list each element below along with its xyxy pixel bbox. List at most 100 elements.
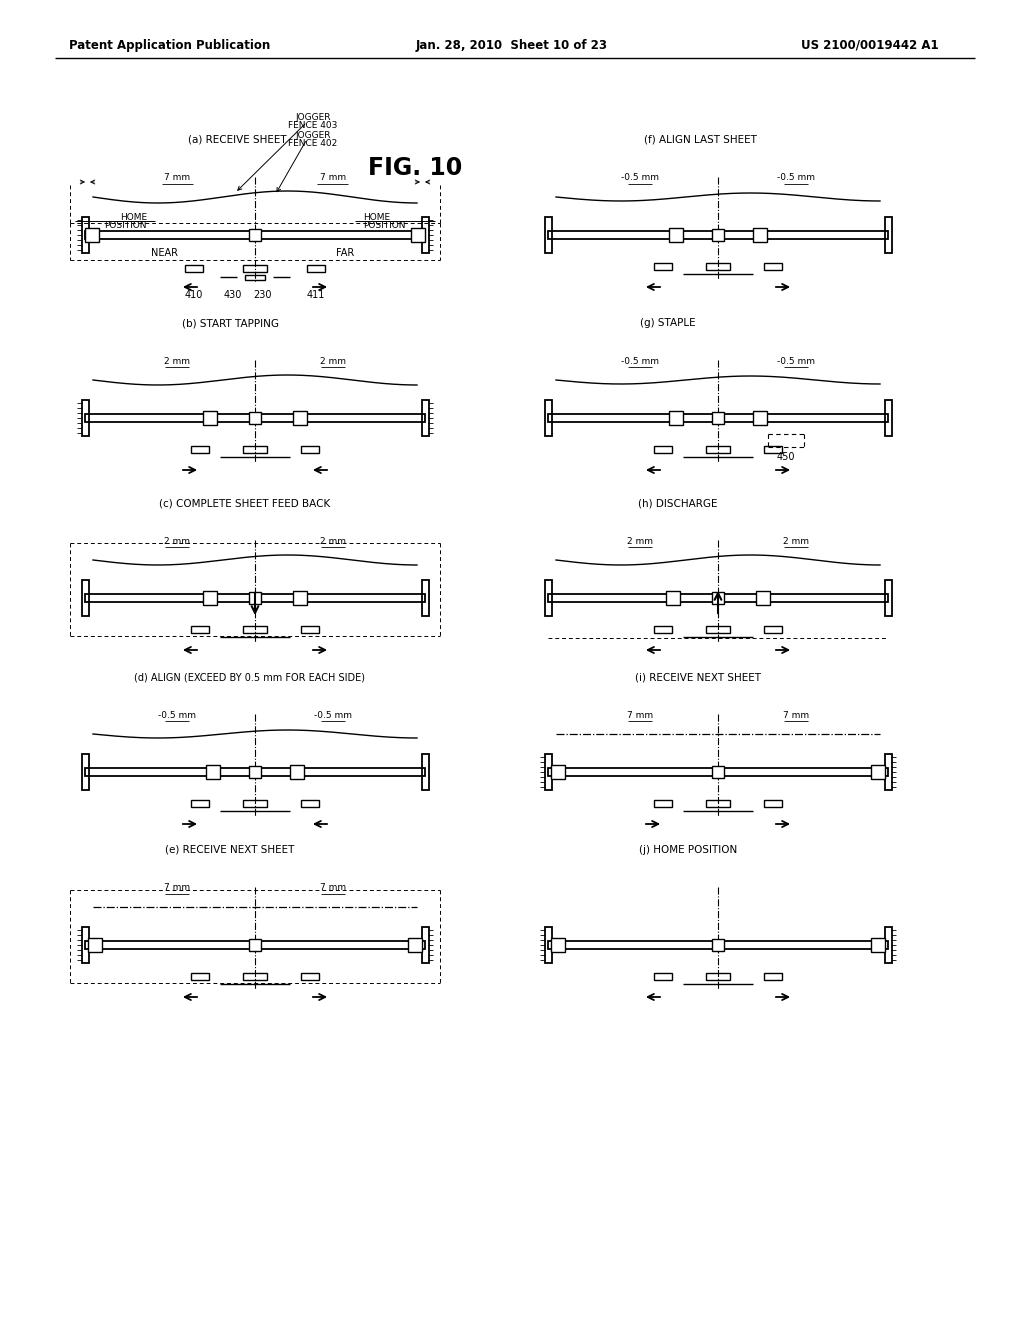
Bar	[654, 263, 672, 271]
Bar	[545, 754, 552, 789]
Bar	[293, 411, 307, 425]
Text: -0.5 mm: -0.5 mm	[158, 710, 196, 719]
Text: 450: 450	[777, 451, 796, 462]
Text: 7 mm: 7 mm	[164, 173, 190, 182]
Text: (f) ALIGN LAST SHEET: (f) ALIGN LAST SHEET	[643, 135, 757, 145]
Text: HOME: HOME	[362, 213, 390, 222]
Text: 230: 230	[254, 290, 272, 300]
Text: Jan. 28, 2010  Sheet 10 of 23: Jan. 28, 2010 Sheet 10 of 23	[416, 38, 608, 51]
Bar	[666, 591, 680, 605]
Bar	[548, 594, 888, 602]
Bar	[243, 800, 267, 807]
Bar	[203, 591, 217, 605]
Bar	[669, 411, 683, 425]
Bar	[243, 446, 267, 453]
Text: 410: 410	[184, 290, 203, 300]
Text: JOGGER: JOGGER	[295, 112, 331, 121]
Bar	[706, 263, 730, 271]
Text: 2 mm: 2 mm	[319, 536, 346, 545]
Text: HOME: HOME	[120, 213, 147, 222]
Bar	[85, 414, 425, 422]
Text: POSITION: POSITION	[104, 220, 147, 230]
Bar	[191, 446, 209, 453]
Text: POSITION: POSITION	[362, 220, 406, 230]
Bar	[301, 973, 319, 979]
Bar	[756, 591, 770, 605]
Bar	[885, 927, 892, 964]
Bar	[191, 626, 209, 634]
Bar	[243, 265, 267, 272]
Text: (b) START TAPPING: (b) START TAPPING	[181, 318, 279, 327]
Text: FENCE 402: FENCE 402	[289, 139, 338, 148]
Bar	[712, 228, 724, 242]
Bar	[185, 265, 203, 272]
Text: 2 mm: 2 mm	[164, 356, 190, 366]
Text: 2 mm: 2 mm	[319, 356, 346, 366]
Bar	[82, 400, 89, 436]
Bar	[545, 400, 552, 436]
Text: 411: 411	[307, 290, 326, 300]
Bar	[545, 927, 552, 964]
Bar	[243, 973, 267, 979]
Bar	[85, 594, 425, 602]
Bar	[654, 800, 672, 807]
Text: 7 mm: 7 mm	[164, 883, 190, 892]
Bar	[764, 800, 782, 807]
Text: 430: 430	[224, 290, 243, 300]
Bar	[245, 275, 265, 280]
Text: 7 mm: 7 mm	[319, 883, 346, 892]
Text: FIG. 10: FIG. 10	[368, 156, 462, 180]
Bar	[422, 754, 429, 789]
Text: (a) RECEIVE SHEET: (a) RECEIVE SHEET	[187, 135, 287, 145]
Bar	[203, 411, 217, 425]
Bar	[301, 800, 319, 807]
Text: (i) RECEIVE NEXT SHEET: (i) RECEIVE NEXT SHEET	[635, 672, 761, 682]
Bar	[82, 754, 89, 789]
Bar	[871, 939, 885, 952]
Bar	[249, 939, 261, 950]
Bar	[408, 939, 422, 952]
Text: 7 mm: 7 mm	[627, 710, 653, 719]
Bar	[82, 216, 89, 253]
Bar	[706, 626, 730, 634]
Bar	[249, 591, 261, 605]
Bar	[548, 941, 888, 949]
Text: (j) HOME POSITION: (j) HOME POSITION	[639, 845, 737, 855]
Bar	[249, 766, 261, 777]
Bar	[551, 939, 565, 952]
Text: FENCE 403: FENCE 403	[289, 120, 338, 129]
Bar	[654, 626, 672, 634]
Bar	[249, 412, 261, 424]
Bar	[764, 446, 782, 453]
Text: (c) COMPLETE SHEET FEED BACK: (c) COMPLETE SHEET FEED BACK	[160, 498, 331, 508]
Bar	[548, 231, 888, 239]
Bar	[764, 973, 782, 979]
Bar	[249, 228, 261, 242]
Bar	[885, 400, 892, 436]
Bar	[422, 927, 429, 964]
Bar	[753, 411, 767, 425]
Bar	[548, 768, 888, 776]
Bar	[545, 579, 552, 616]
Bar	[85, 941, 425, 949]
Bar	[669, 228, 683, 242]
Bar	[706, 973, 730, 979]
Text: 7 mm: 7 mm	[319, 173, 346, 182]
Bar	[301, 626, 319, 634]
Bar	[85, 228, 99, 242]
Text: -0.5 mm: -0.5 mm	[621, 356, 659, 366]
Bar	[706, 800, 730, 807]
Bar	[82, 927, 89, 964]
Text: -0.5 mm: -0.5 mm	[621, 173, 659, 182]
Text: -0.5 mm: -0.5 mm	[777, 356, 815, 366]
Text: -0.5 mm: -0.5 mm	[777, 173, 815, 182]
Text: 7 mm: 7 mm	[783, 710, 809, 719]
Text: JOGGER: JOGGER	[295, 131, 331, 140]
Bar	[551, 766, 565, 779]
Bar	[88, 939, 102, 952]
Text: Patent Application Publication: Patent Application Publication	[70, 38, 270, 51]
Bar	[301, 446, 319, 453]
Bar	[753, 228, 767, 242]
Bar	[712, 591, 724, 605]
Text: (e) RECEIVE NEXT SHEET: (e) RECEIVE NEXT SHEET	[165, 845, 295, 855]
